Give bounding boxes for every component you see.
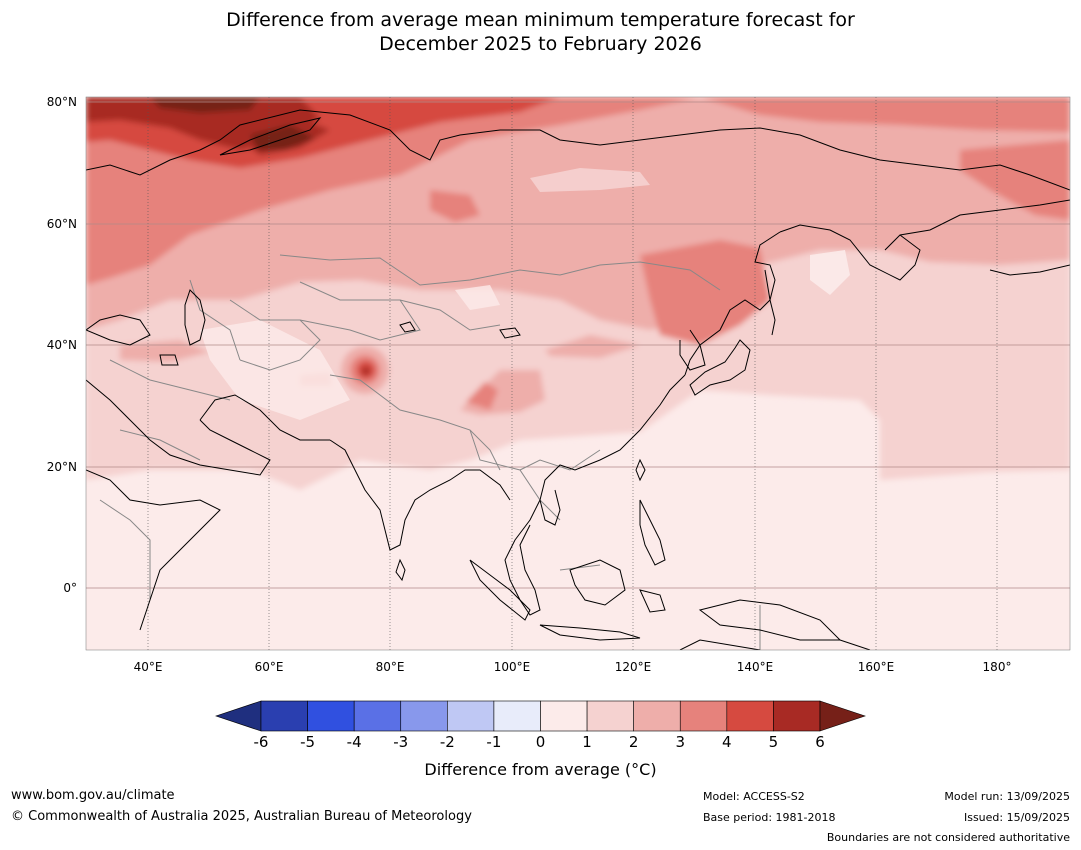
lon-tick-160e: 160°E [857, 660, 895, 674]
colorbar-swatch [586, 700, 634, 732]
colorbar-swatch [540, 700, 588, 732]
website-link[interactable]: www.bom.gov.au/climate [11, 788, 175, 803]
lon-tick-120e: 120°E [614, 660, 652, 674]
colorbar-tick-label: -4 [346, 733, 362, 751]
base-period-text: Base period: 1981-2018 [703, 811, 836, 824]
lon-tick-180: 180° [982, 660, 1012, 674]
lon-tick-100e: 100°E [493, 660, 531, 674]
lon-tick-140e: 140°E [736, 660, 774, 674]
graticule [147, 97, 998, 650]
map-area [86, 97, 1070, 650]
colorbar-swatch [353, 700, 402, 732]
coastlines [86, 109, 1070, 650]
colorbar-tick-label: 2 [628, 733, 639, 751]
lon-tick-40e: 40°E [133, 660, 163, 674]
colorbar [215, 700, 866, 732]
colorbar-extend-low [215, 700, 262, 732]
colorbar-swatch [633, 700, 681, 732]
lat-tick-60n: 60°N [46, 217, 77, 231]
colorbar-tick-label: 5 [768, 733, 779, 751]
colorbar-tick-label: -6 [253, 733, 269, 751]
anomaly-contours [86, 97, 1070, 490]
lat-tick-80n: 80°N [46, 95, 77, 109]
colorbar-tick-label: -1 [486, 733, 502, 751]
colorbar-tick-label: 1 [582, 733, 592, 751]
issued-text: Issued: 15/09/2025 [963, 811, 1070, 824]
colorbar-tick-label: -5 [300, 733, 316, 751]
copyright-text: © Commonwealth of Australia 2025, Austra… [11, 809, 472, 824]
colorbar-swatch [679, 700, 728, 732]
title-line-2: December 2025 to February 2026 [379, 33, 702, 55]
colorbar-swatch [447, 700, 495, 732]
model-text: Model: ACCESS-S2 [703, 790, 805, 803]
model-run-text: Model run: 13/09/2025 [944, 790, 1070, 803]
colorbar-label: Difference from average (°C) [424, 760, 657, 779]
map-frame [85, 96, 1071, 651]
colorbar-tick-label: -2 [439, 733, 455, 751]
colorbar-swatch [260, 700, 308, 732]
colorbar-tick-label: 0 [535, 733, 546, 751]
colorbar-swatch [493, 700, 541, 732]
colorbar-extend-high [819, 700, 866, 732]
colorbar-tick-label: 3 [675, 733, 686, 751]
colorbar-tick-label: 4 [722, 733, 732, 751]
lat-tick-20n: 20°N [46, 460, 77, 474]
colorbar-swatch [400, 700, 448, 732]
title-line-1: Difference from average mean minimum tem… [226, 9, 855, 31]
map-title: Difference from average mean minimum tem… [0, 8, 1081, 56]
lat-tick-0: 0° [63, 581, 77, 595]
colorbar-swatch [773, 700, 821, 732]
colorbar-tick-label: 6 [815, 733, 825, 751]
colorbar-tick-label: -3 [393, 733, 409, 751]
lon-tick-60e: 60°E [254, 660, 284, 674]
disclaimer-text: Boundaries are not considered authoritat… [826, 831, 1070, 844]
lon-tick-80e: 80°E [375, 660, 405, 674]
colorbar-swatch [307, 700, 355, 732]
colorbar-swatch [726, 700, 774, 732]
lat-tick-40n: 40°N [46, 338, 77, 352]
latitude-lines [86, 101, 1070, 589]
